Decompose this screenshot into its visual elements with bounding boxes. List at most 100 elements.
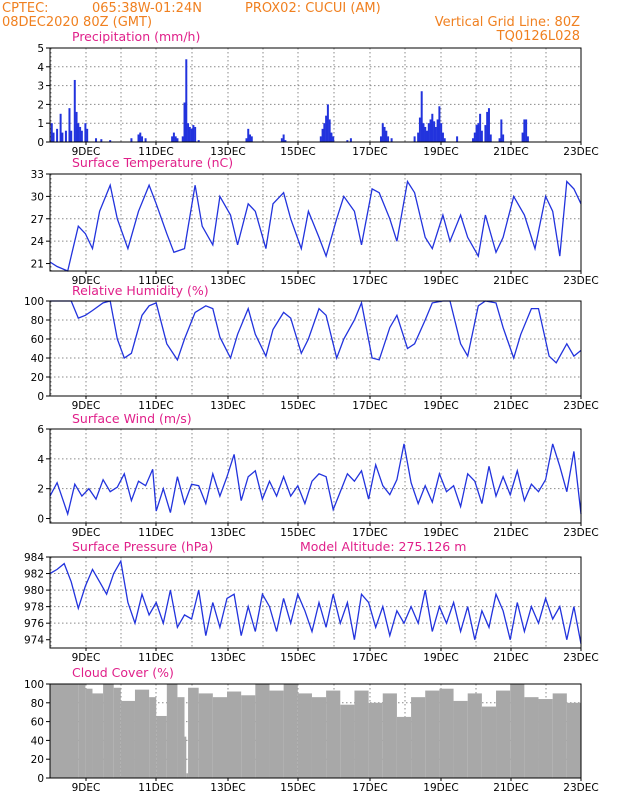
x-tick-label: 17DEC (352, 527, 387, 539)
cloud-column (326, 690, 341, 778)
precip-bar (523, 119, 526, 142)
x-tick-label: 23DEC (563, 400, 598, 412)
panel-frame (49, 683, 582, 779)
precip-bar (422, 123, 425, 142)
x-tick-label: 21DEC (493, 275, 528, 287)
precip-bar (349, 138, 352, 142)
cloud-column (467, 693, 482, 778)
panel-title: Surface Temperature (nC) (72, 155, 233, 170)
cloud-column (411, 697, 426, 778)
x-tick-label: 19DEC (423, 652, 458, 664)
cloud-column (149, 697, 157, 778)
cloud-column (156, 715, 167, 778)
y-tick-label: 40 (31, 735, 44, 747)
panel-title: Cloud Cover (%) (72, 665, 174, 680)
precip-bar (387, 136, 390, 142)
x-tick-label: 13DEC (210, 275, 245, 287)
precip-bar (426, 130, 429, 142)
x-tick-label: 11DEC (138, 275, 173, 287)
cloud-column (85, 688, 93, 778)
precip-bar (190, 128, 193, 142)
x-tick-label: 9DEC (72, 400, 101, 412)
cloud-column (354, 690, 369, 778)
precip-bar (245, 138, 248, 142)
precip-bar (472, 138, 475, 142)
x-tick-label: 19DEC (423, 782, 458, 794)
precip-bar (250, 136, 253, 142)
cloud-column (212, 697, 227, 778)
x-tick-label: 19DEC (423, 400, 458, 412)
precip-bar (417, 132, 420, 142)
precip-bar (181, 136, 184, 142)
y-tick-label: 0 (37, 514, 44, 526)
cloud-column (496, 690, 511, 778)
x-tick-label: 15DEC (280, 146, 315, 158)
panel-4: Surface Pressure (hPa) Model Altitude: 27… (24, 539, 599, 664)
series-line (49, 179, 582, 272)
panel-title: Relative Humidity (%) (72, 283, 209, 298)
x-tick-label: 9DEC (72, 275, 101, 287)
precip-bar (424, 126, 427, 142)
header-vertical-grid: Vertical Grid Line: 80Z (435, 15, 580, 30)
x-tick-label: 11DEC (138, 146, 173, 158)
cloud-column (50, 684, 79, 778)
y-tick-label: 80 (31, 315, 44, 327)
y-tick-label: 982 (24, 569, 44, 581)
y-tick-label: 4 (37, 454, 44, 466)
y-tick-label: 60 (31, 717, 44, 729)
precip-bar (487, 108, 490, 142)
header-code: TQ0126L028 (496, 29, 580, 44)
panel-title: Surface Wind (m/s) (72, 411, 192, 426)
x-tick-label: 15DEC (280, 400, 315, 412)
precip-bar (480, 130, 483, 142)
x-tick-label: 23DEC (563, 146, 598, 158)
precip-bar (100, 139, 103, 142)
cloud-column (524, 697, 539, 778)
precip-bar (521, 132, 524, 142)
cloud-column (481, 706, 497, 778)
precip-bar (418, 117, 421, 142)
panel-2: Relative Humidity (%) 0 20 40 60 80 100 9DEC 11D… (24, 283, 599, 412)
precip-bar (130, 138, 133, 142)
precip-bar (500, 119, 503, 142)
y-tick-label: 24 (31, 236, 45, 248)
precip-bar (174, 136, 177, 142)
y-tick-label: 4 (37, 62, 44, 74)
precip-bar (330, 132, 333, 142)
panel-frame (49, 47, 582, 143)
x-tick-label: 17DEC (352, 652, 387, 664)
precip-bar (197, 140, 200, 142)
precip-bar (479, 113, 482, 142)
cloud-column (297, 693, 312, 778)
x-tick-label: 9DEC (72, 652, 101, 664)
precip-bar (172, 132, 175, 142)
precip-bar (328, 119, 331, 142)
y-tick-label: 20 (31, 372, 44, 384)
x-tick-label: 15DEC (280, 527, 315, 539)
y-tick-label: 30 (31, 191, 44, 203)
x-tick-label: 11DEC (138, 782, 173, 794)
precip-bar (475, 125, 478, 142)
cloud-column (92, 693, 104, 778)
precip-bar (385, 130, 388, 142)
precip-bar (332, 136, 335, 142)
precip-bar (427, 123, 430, 142)
precip-bar (456, 136, 459, 142)
y-tick-label: 984 (24, 552, 44, 564)
precip-bar (73, 79, 76, 142)
x-tick-label: 17DEC (352, 146, 387, 158)
precip-bar (498, 138, 501, 142)
y-tick-label: 100 (24, 679, 44, 691)
precip-bar (346, 140, 349, 142)
cloud-column (177, 697, 185, 778)
x-tick-label: 11DEC (138, 652, 173, 664)
cloud-column (103, 684, 114, 778)
precip-bar (319, 136, 322, 142)
precip-bar (484, 125, 487, 142)
y-tick-label: 6 (37, 424, 44, 436)
x-tick-label: 9DEC (72, 146, 101, 158)
panel-frame (49, 300, 582, 397)
x-tick-label: 15DEC (280, 275, 315, 287)
header-station: PROX02: CUCUI (AM) (245, 1, 381, 16)
